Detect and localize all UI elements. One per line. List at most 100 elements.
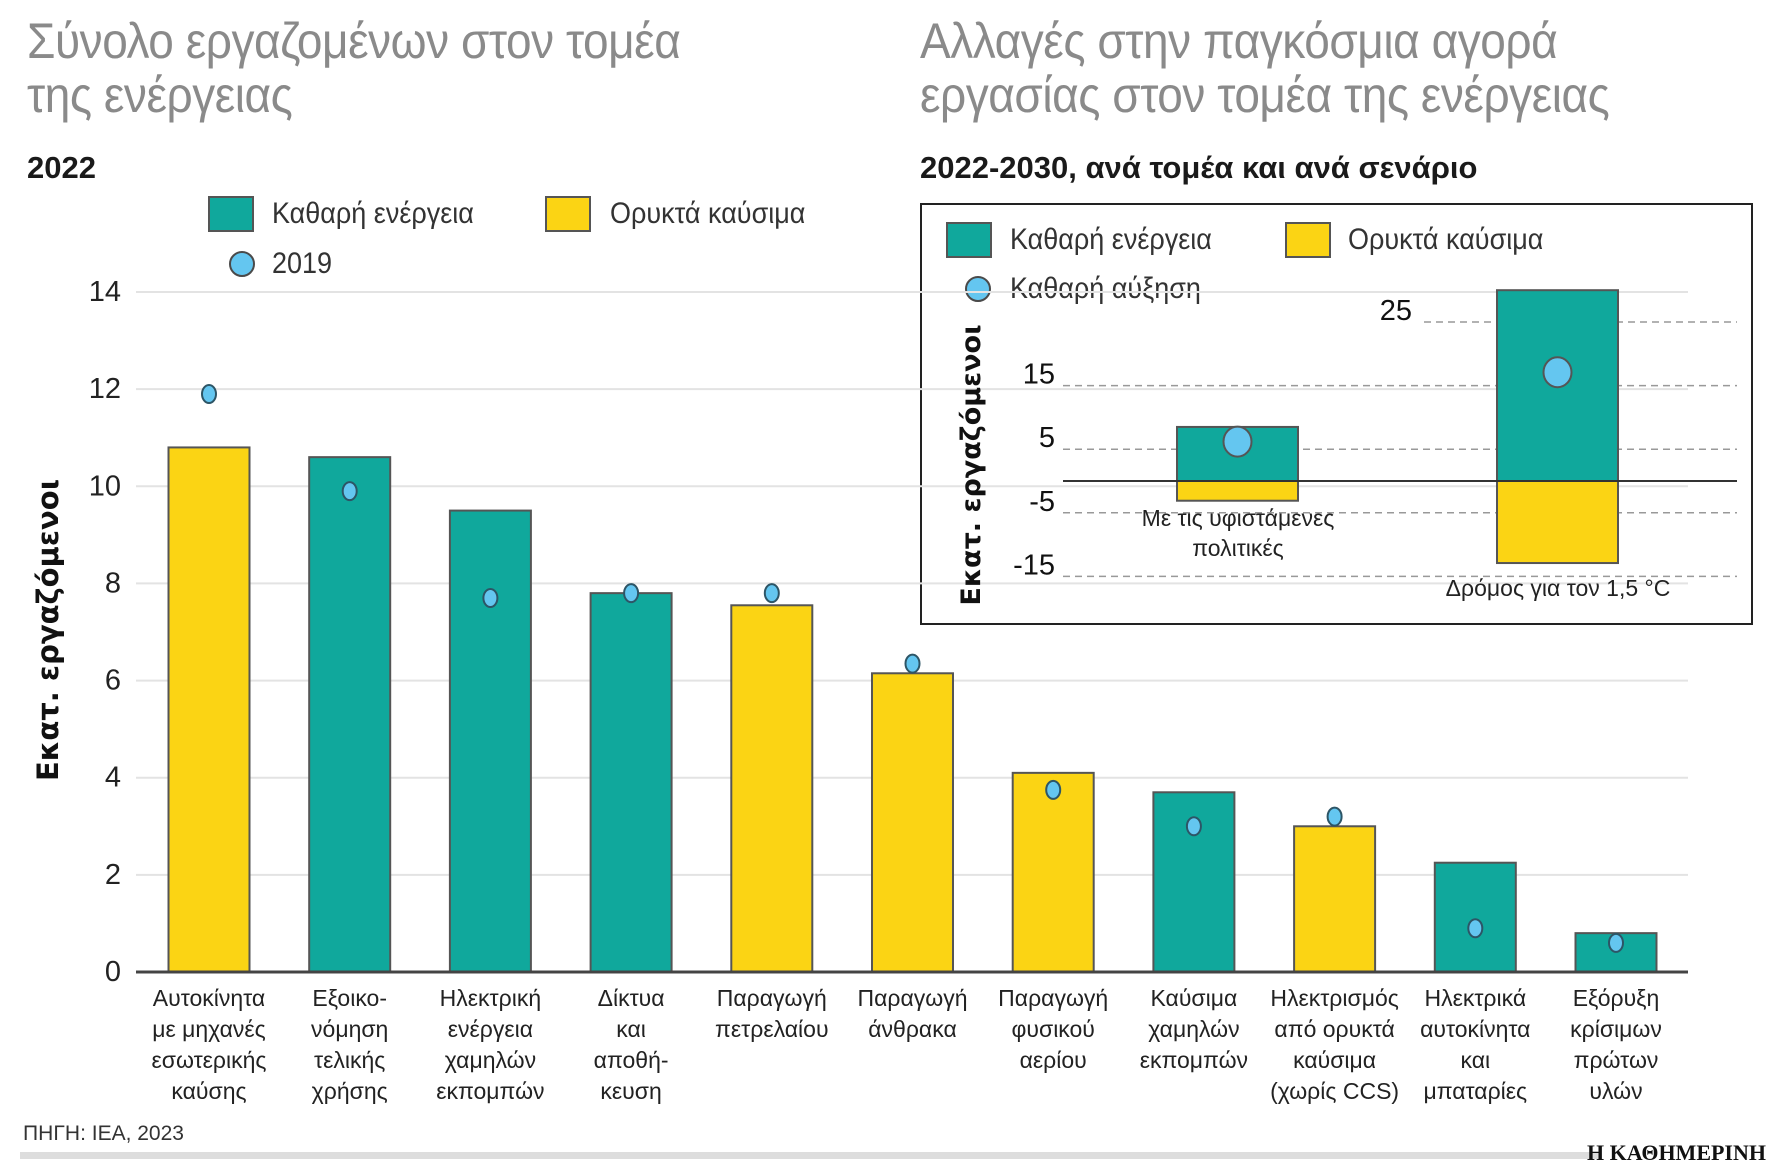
bar-5 bbox=[730, 604, 814, 973]
bar-2 bbox=[308, 456, 392, 973]
brand-logo: Η ΚΑΘΗΜΕΡΙΝΗ bbox=[1587, 1140, 1766, 1165]
category-label: μπαταρίες bbox=[1423, 1078, 1527, 1104]
category-label: χρήσης bbox=[312, 1078, 388, 1104]
right-title-line2: εργασίας στον τομέα της ενέργειας bbox=[920, 67, 1610, 123]
category-label: Αυτοκίνητα bbox=[153, 985, 265, 1011]
y-tick-label: 0 bbox=[105, 956, 121, 988]
marker-2019-6 bbox=[904, 653, 921, 674]
bar-7 bbox=[1011, 771, 1095, 973]
legend-2019-label: 2019 bbox=[272, 247, 333, 280]
category-label: πρώτων bbox=[1574, 1047, 1659, 1073]
category-label: καύσης bbox=[171, 1078, 246, 1104]
inset-growth-marker-2 bbox=[1542, 356, 1573, 389]
category-label: χαμηλών bbox=[1148, 1016, 1239, 1042]
legend-clean-swatch bbox=[208, 196, 254, 232]
marker-2019-9 bbox=[1326, 806, 1343, 827]
bar-9 bbox=[1293, 825, 1377, 973]
y-tick-label: 10 bbox=[89, 470, 121, 502]
category-label: χαμηλών bbox=[445, 1047, 536, 1073]
y-tick-label: 8 bbox=[105, 567, 121, 599]
marker-2019-4 bbox=[623, 583, 640, 604]
marker-2019-11 bbox=[1608, 932, 1624, 953]
category-label: Ηλεκτρισμός bbox=[1270, 985, 1398, 1011]
category-label: κευση bbox=[600, 1078, 661, 1104]
marker-2019-1 bbox=[201, 384, 217, 404]
y-tick-label: 2 bbox=[105, 859, 121, 891]
y-tick-label: 14 bbox=[89, 276, 121, 308]
left-title-line1: Σύνολο εργαζομένων στον τομέα bbox=[27, 13, 681, 69]
inset-fossil-bar-2 bbox=[1496, 480, 1619, 565]
category-label: Δίκτυα bbox=[598, 985, 665, 1011]
legend-clean-label: Καθαρή ενέργεια bbox=[272, 197, 474, 230]
bar-4 bbox=[589, 592, 673, 974]
category-label: Εξόρυξη bbox=[1573, 985, 1660, 1011]
marker-2019-3 bbox=[482, 588, 499, 608]
legend-2019-marker-icon bbox=[229, 251, 255, 277]
right-subtitle: 2022-2030, ανά τομέα και ανά σενάριο bbox=[920, 150, 1478, 185]
y-tick-label: 6 bbox=[105, 665, 121, 697]
marker-2019-10 bbox=[1467, 918, 1484, 939]
marker-2019-5 bbox=[763, 583, 780, 604]
right-title-line1: Αλλαγές στην παγκόσμια αγορά bbox=[920, 13, 1558, 69]
bar-1 bbox=[167, 446, 251, 973]
category-label: κρίσιμων bbox=[1570, 1016, 1662, 1042]
category-label: αερίου bbox=[1020, 1047, 1087, 1073]
inset-legend-fossil-swatch bbox=[1285, 222, 1331, 258]
left-title: Σύνολο εργαζομένων στον τομέα της ενέργε… bbox=[27, 13, 681, 123]
inset-legend-fossil-label: Ορυκτά καύσιμα bbox=[1348, 223, 1544, 256]
inset-category-label: Με τις υφιστάμενες bbox=[1142, 505, 1335, 531]
category-label: εκπομπών bbox=[1140, 1047, 1248, 1073]
inset-fossil-bar-1 bbox=[1176, 480, 1299, 502]
category-label: νόμηση bbox=[311, 1016, 388, 1042]
footer-rule bbox=[20, 1152, 1600, 1159]
category-label: Παραγωγή bbox=[998, 985, 1108, 1011]
category-label: Καύσιμα bbox=[1151, 985, 1238, 1011]
bar-10 bbox=[1433, 861, 1517, 974]
category-label: με μηχανές bbox=[152, 1016, 266, 1042]
y-axis-label: Εκατ. εργαζόμενοι bbox=[31, 479, 65, 781]
right-title: Αλλαγές στην παγκόσμια αγορά εργασίας στ… bbox=[920, 13, 1610, 123]
inset-y-tick-label: -15 bbox=[1013, 549, 1055, 581]
inset-category-label: Δρόμος για τον 1,5 °C bbox=[1446, 575, 1671, 601]
category-label: αυτοκίνητα bbox=[1420, 1016, 1530, 1042]
marker-2019-8 bbox=[1185, 816, 1202, 837]
category-label: και bbox=[1460, 1047, 1490, 1073]
inset-y-tick-label: 25 bbox=[1380, 295, 1412, 327]
category-label: Ηλεκτρικά bbox=[1424, 985, 1526, 1011]
marker-2019-7 bbox=[1045, 779, 1062, 800]
y-tick-label: 12 bbox=[89, 373, 121, 405]
source-note: ΠΗΓΗ: IEA, 2023 bbox=[23, 1122, 184, 1145]
inset-legend-growth-label: Καθαρή αύξηση bbox=[1010, 272, 1201, 305]
left-title-line2: της ενέργειας bbox=[27, 67, 293, 123]
category-label: υλών bbox=[1589, 1078, 1642, 1104]
inset-y-tick-label: 5 bbox=[1039, 422, 1055, 454]
inset-y-tick-label: 15 bbox=[1023, 359, 1055, 391]
category-label: άνθρακα bbox=[868, 1016, 957, 1042]
category-label: φυσικού bbox=[1012, 1016, 1095, 1042]
category-label: (χωρίς CCS) bbox=[1270, 1078, 1399, 1104]
category-label: Εξοικο- bbox=[312, 985, 387, 1011]
category-label: Ηλεκτρική bbox=[440, 985, 541, 1011]
marker-2019-2 bbox=[341, 481, 358, 502]
category-label: και bbox=[616, 1016, 646, 1042]
category-label: Παραγωγή bbox=[857, 985, 967, 1011]
legend-fossil-label: Ορυκτά καύσιμα bbox=[610, 197, 806, 230]
left-subtitle: 2022 bbox=[27, 150, 96, 185]
category-label: εκπομπών bbox=[436, 1078, 544, 1104]
inset-y-tick-label: -5 bbox=[1029, 486, 1055, 518]
category-label: εσωτερικής bbox=[152, 1047, 267, 1073]
category-label: πετρελαίου bbox=[715, 1016, 828, 1042]
category-label: από ορυκτά bbox=[1274, 1016, 1394, 1042]
legend-fossil-swatch bbox=[545, 196, 591, 232]
inset-y-axis-label: Εκατ. εργαζόμενοι bbox=[956, 324, 987, 605]
bar-6 bbox=[871, 672, 954, 973]
inset-growth-marker-1 bbox=[1222, 425, 1253, 458]
category-label: τελικής bbox=[314, 1047, 385, 1073]
category-label: Παραγωγή bbox=[717, 985, 827, 1011]
inset-legend-growth-marker-icon bbox=[965, 276, 991, 302]
inset-category-label: πολιτικές bbox=[1192, 535, 1284, 561]
category-label: αποθή- bbox=[594, 1047, 669, 1073]
category-label: ενέργεια bbox=[448, 1016, 533, 1042]
inset-legend-clean-label: Καθαρή ενέργεια bbox=[1010, 223, 1212, 256]
